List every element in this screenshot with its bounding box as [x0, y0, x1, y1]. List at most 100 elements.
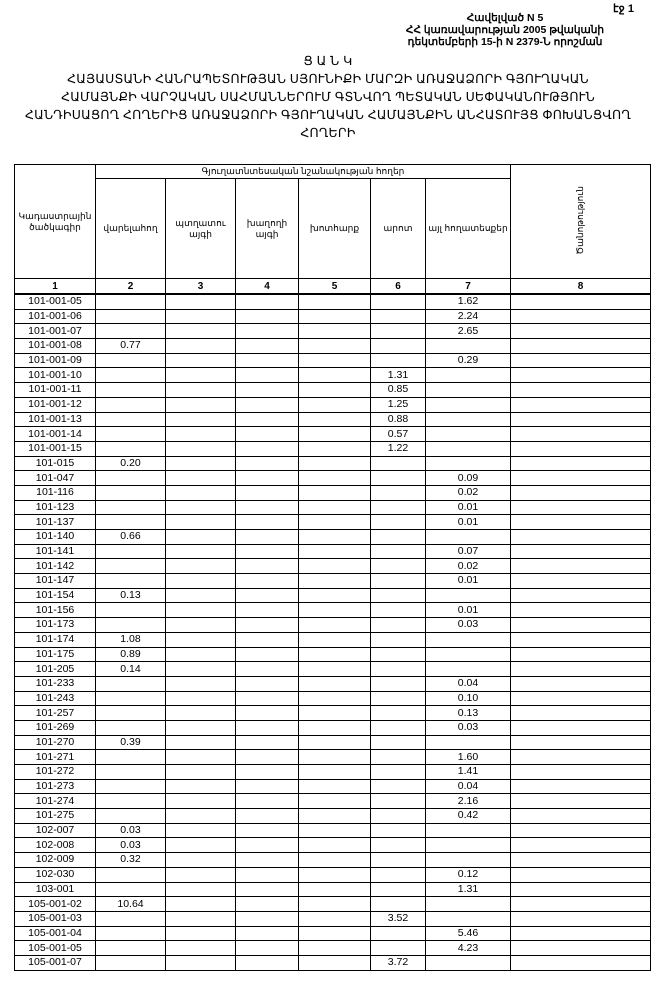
cadastral-code-cell: 101-047 [14, 470, 96, 486]
value-cell [510, 808, 651, 824]
value-cell: 1.25 [370, 396, 426, 413]
value-cell [425, 896, 511, 912]
value-cell [298, 543, 371, 560]
cadastral-code-cell: 101-205 [14, 661, 96, 677]
value-cell [95, 367, 166, 384]
table-row: 101-141 0.07 [14, 543, 651, 560]
cadastral-code-cell: 101-174 [14, 631, 96, 648]
value-cell [510, 323, 651, 340]
value-cell [298, 411, 371, 428]
value-cell: 0.01 [425, 514, 511, 530]
value-cell [95, 925, 166, 942]
value-cell [510, 690, 651, 707]
value-cell [95, 793, 166, 810]
value-cell [95, 573, 166, 589]
value-cell: 0.89 [95, 646, 166, 663]
value-cell [298, 808, 371, 824]
table-row: 101-001-14 0.57 [14, 426, 651, 442]
value-cell [165, 822, 236, 839]
value-cell [165, 558, 236, 575]
value-cell [165, 793, 236, 810]
value-cell [298, 837, 371, 854]
column-number: 5 [298, 278, 371, 295]
value-cell [370, 822, 426, 839]
table-row: 101-271 1.60 [14, 749, 651, 765]
value-cell [95, 470, 166, 486]
value-cell [165, 719, 236, 736]
value-cell [235, 602, 299, 619]
value-cell [95, 910, 166, 927]
value-cell [235, 852, 299, 868]
cadastral-code-cell: 101-001-05 [14, 293, 96, 310]
table-row: 101-274 2.16 [14, 793, 651, 810]
value-cell [95, 749, 166, 765]
annex-line: դեկտեմբերի 15-ի N 2379-Ն որոշման [407, 36, 603, 48]
value-cell [298, 764, 371, 780]
value-cell [510, 382, 651, 398]
value-cell [370, 793, 426, 810]
value-cell [298, 661, 371, 677]
value-cell [370, 573, 426, 589]
value-cell [165, 455, 236, 472]
value-cell [165, 852, 236, 868]
value-cell [298, 617, 371, 633]
value-cell [510, 514, 651, 530]
value-cell [298, 675, 371, 692]
value-cell [298, 308, 371, 325]
value-cell [235, 631, 299, 648]
cadastral-code-cell: 101-156 [14, 602, 96, 619]
value-cell [95, 617, 166, 633]
value-cell [425, 587, 511, 604]
value-cell [165, 396, 236, 413]
value-cell: 0.88 [370, 411, 426, 428]
value-cell [298, 396, 371, 413]
value-cell [298, 587, 371, 604]
cadastral-code-cell: 101-273 [14, 778, 96, 795]
value-cell [235, 954, 299, 971]
value-cell [510, 338, 651, 354]
cadastral-code-cell: 101-001-08 [14, 338, 96, 354]
value-cell [510, 675, 651, 692]
value-cell [165, 749, 236, 765]
value-cell [370, 925, 426, 942]
value-cell [370, 293, 426, 310]
value-cell [298, 323, 371, 340]
value-cell [95, 881, 166, 898]
value-cell [235, 411, 299, 428]
value-cell [298, 382, 371, 398]
title-line: ՀԱՅԱՍՏԱՆԻ ՀԱՆՐԱՊԵՏՈՒԹՅԱՆ ՍՅՈՒՆԻՔԻ ՄԱՐԶԻ … [67, 72, 589, 86]
cadastral-code-cell: 101-147 [14, 573, 96, 589]
value-cell [165, 587, 236, 604]
table-row: 101-233 0.04 [14, 675, 651, 692]
value-cell [165, 293, 236, 310]
value-cell [235, 338, 299, 354]
value-cell [510, 954, 651, 971]
value-cell: 0.20 [95, 455, 166, 472]
value-cell [510, 396, 651, 413]
value-cell: 0.10 [425, 690, 511, 707]
table-row: 101-272 1.41 [14, 764, 651, 780]
value-cell [370, 675, 426, 692]
column-number: 4 [235, 278, 299, 295]
value-cell: 0.09 [425, 470, 511, 486]
value-cell [510, 602, 651, 619]
table-row: 102-030 0.12 [14, 866, 651, 883]
value-cell: 3.72 [370, 954, 426, 971]
value-cell [298, 367, 371, 384]
cadastral-code-cell: 105-001-04 [14, 925, 96, 942]
cadastral-code-cell: 101-001-12 [14, 396, 96, 413]
value-cell [370, 764, 426, 780]
value-cell [510, 411, 651, 428]
value-cell [510, 749, 651, 765]
table-row: 101-001-06 2.24 [14, 308, 651, 325]
value-cell: 0.02 [425, 558, 511, 575]
cadastral-code-cell: 101-270 [14, 734, 96, 751]
value-cell [425, 631, 511, 648]
value-cell [370, 352, 426, 369]
value-cell [95, 705, 166, 721]
value-cell [298, 440, 371, 457]
value-cell [510, 852, 651, 868]
value-cell [510, 470, 651, 486]
value-cell [95, 602, 166, 619]
table-row: 101-243 0.10 [14, 690, 651, 707]
